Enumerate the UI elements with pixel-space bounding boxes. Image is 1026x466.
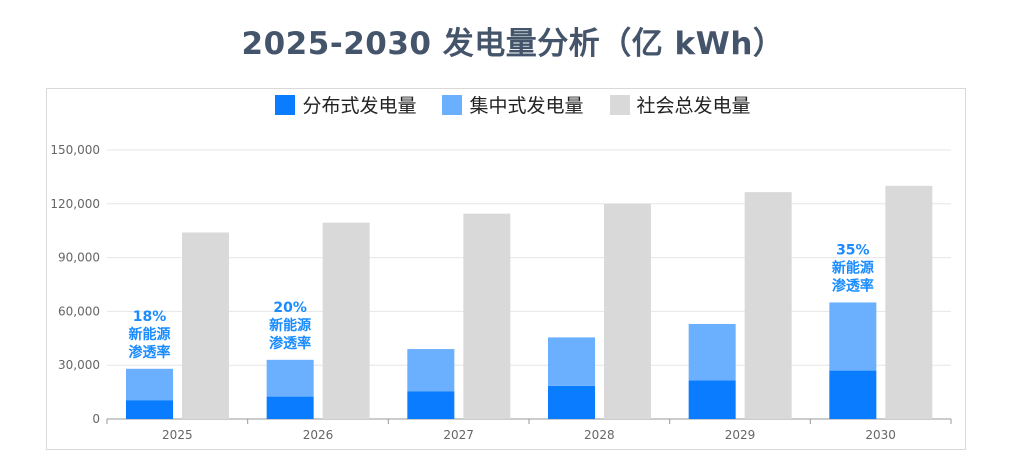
bar-total: [885, 185, 933, 419]
annotation-label: 新能源: [832, 259, 874, 276]
legend-item-total[interactable]: 社会总发电量: [609, 91, 751, 118]
legend-label-centralized: 集中式发电量: [469, 95, 584, 117]
bar-distributed: [126, 400, 173, 419]
bar-centralized: [266, 359, 314, 397]
bar-distributed: [829, 370, 877, 419]
annotation-label: 新能源: [269, 317, 311, 334]
bar-total: [604, 203, 651, 419]
chart-frame: [46, 88, 966, 450]
legend: 分布式发电量 集中式发电量 社会总发电量: [0, 91, 1026, 118]
y-tick-label: 60,000: [58, 304, 100, 318]
y-tick-label: 90,000: [58, 251, 100, 265]
x-tick-label: 2029: [725, 428, 756, 442]
y-tick-label: 0: [92, 412, 100, 426]
bar-centralized: [829, 302, 877, 371]
bar-total: [744, 192, 792, 419]
bar-centralized: [548, 337, 595, 386]
bar-distributed: [548, 385, 595, 419]
y-tick-label: 30,000: [58, 358, 100, 372]
annotation-label: 20%: [273, 300, 307, 316]
annotation-label: 18%: [133, 309, 167, 325]
bar-total: [182, 232, 229, 419]
bar-distributed: [407, 391, 455, 419]
annotation-label: 渗透率: [269, 335, 311, 352]
x-tick-label: 2026: [303, 428, 334, 442]
annotation-label: 渗透率: [832, 277, 874, 294]
legend-label-total: 社会总发电量: [636, 95, 751, 117]
bar-centralized: [407, 349, 455, 392]
chart-title: 2025-2030 发电量分析（亿 kWh）: [241, 26, 785, 62]
annotation-label: 渗透率: [129, 344, 171, 361]
bar-total: [322, 222, 370, 419]
x-tick-label: 2025: [162, 428, 193, 442]
bar-centralized: [126, 368, 173, 401]
legend-item-distributed[interactable]: 分布式发电量: [275, 91, 416, 118]
x-tick-label: 2027: [443, 428, 474, 442]
y-tick-label: 150,000: [50, 143, 100, 157]
annotation-label: 新能源: [129, 326, 171, 343]
bar-distributed: [688, 380, 736, 419]
bar-centralized: [688, 323, 736, 381]
legend-swatch-total: [609, 94, 630, 115]
legend-label-distributed: 分布式发电量: [302, 95, 417, 117]
bar-total: [463, 213, 511, 419]
legend-swatch-centralized: [442, 94, 463, 115]
x-tick-label: 2028: [584, 428, 615, 442]
bar-distributed: [266, 396, 314, 419]
y-tick-label: 120,000: [50, 197, 100, 211]
annotation-label: 35%: [836, 242, 870, 258]
x-tick-label: 2030: [865, 428, 896, 442]
legend-item-centralized[interactable]: 集中式发电量: [442, 91, 584, 118]
legend-swatch-distributed: [275, 94, 296, 115]
